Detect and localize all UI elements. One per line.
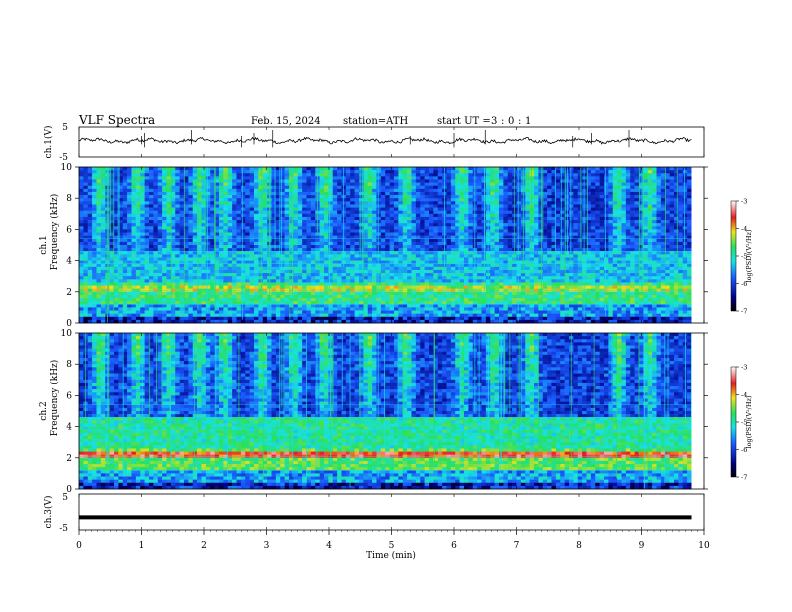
date-label: Feb. 15, 2024 (251, 116, 321, 127)
time-tick-label: 0 (76, 541, 82, 551)
spectro-ytick-label: 8 (66, 360, 72, 370)
spectro-ytick-label: 2 (66, 454, 72, 464)
time-tick-label: 4 (326, 541, 332, 551)
colorbar-tick-label: -4 (741, 225, 747, 233)
colorbar-tick-label: -7 (741, 308, 747, 316)
time-axis: 0 1 2 3 4 5 6 7 8 9 10 (76, 127, 710, 551)
time-tick-label: 8 (576, 541, 582, 551)
colorbar-tick-label: -3 (741, 364, 747, 372)
start-ut-sep1: : (501, 116, 504, 127)
ch2-spectro-channel-label: ch.2 (39, 401, 49, 420)
ch1-waveform-panel: 5 -5 ch.1(V) (43, 123, 705, 163)
ch1-spectro-channel-label: ch.1 (39, 235, 49, 254)
ch2-spectrogram-image (79, 333, 704, 490)
start-ut-minute: 0 (508, 116, 514, 127)
time-tick-label: 3 (264, 541, 270, 551)
ch1-ytick-bottom: -5 (59, 153, 68, 163)
ch1-colorbar (730, 200, 737, 312)
colorbar-tick-label: -6 (741, 446, 747, 454)
time-tick-label: 10 (698, 541, 710, 551)
station-label: station=ATH (343, 116, 409, 127)
ch2-spectro-ylabel: Frequency (kHz) (49, 360, 60, 437)
ch2-colorbar-label: log(PSD)(V²/Hz) (745, 395, 753, 448)
ch3-ytick-bottom: -5 (59, 524, 68, 534)
start-ut-hour: 3 (491, 116, 497, 127)
time-tick-label: 2 (201, 541, 207, 551)
time-tick-label: 6 (451, 541, 457, 551)
ch3-ylabel: ch.3(V) (43, 496, 54, 529)
time-tick-label: 1 (139, 541, 145, 551)
colorbar-tick-label: -5 (741, 419, 747, 427)
ch1-spectrogram-image (79, 167, 704, 324)
colorbar-tick-label: -7 (741, 474, 747, 482)
start-ut-label: start UT = (437, 116, 491, 127)
colorbar-tick-label: -6 (741, 280, 747, 288)
ch1-spikes (141, 130, 630, 148)
ch1-waveform-line (78, 136, 692, 145)
spectro-ytick-label: 10 (61, 329, 73, 339)
spectro-ytick-label: 2 (66, 288, 72, 298)
start-ut-second: 1 (525, 116, 531, 127)
colorbar-tick-label: -4 (741, 391, 747, 399)
figure-title: VLF Spectra (78, 113, 155, 127)
spectro-ytick-label: 0 (66, 319, 72, 329)
spectro-ytick-label: 6 (66, 391, 72, 401)
colorbar-tick-label: -5 (741, 253, 747, 261)
ch3-waveform-panel: 5 -5 ch.3(V) (43, 493, 705, 534)
spectro-ytick-label: 4 (66, 423, 72, 433)
time-axis-label: Time (min) (366, 550, 416, 561)
ch1-spectro-ylabel: Frequency (kHz) (49, 194, 60, 271)
ch3-ytick-top: 5 (62, 493, 68, 503)
ch1-colorbar-label: log(PSD)(V²/Hz) (745, 229, 753, 282)
start-ut-sep2: : (518, 116, 521, 127)
colorbar-tick-label: -3 (741, 198, 747, 206)
spectro-ytick-label: 4 (66, 257, 72, 267)
time-tick-label: 5 (389, 541, 395, 551)
spectro-ytick-label: 8 (66, 194, 72, 204)
spectro-ytick-label: 10 (61, 163, 73, 173)
spectro-ytick-label: 6 (66, 225, 72, 235)
ch1-ytick-top: 5 (62, 123, 68, 133)
time-tick-label: 9 (639, 541, 645, 551)
ch1-ylabel: ch.1(V) (43, 126, 54, 159)
time-tick-label: 7 (514, 541, 520, 551)
spectro-ytick-label: 0 (66, 485, 72, 495)
ch2-colorbar (730, 366, 737, 478)
